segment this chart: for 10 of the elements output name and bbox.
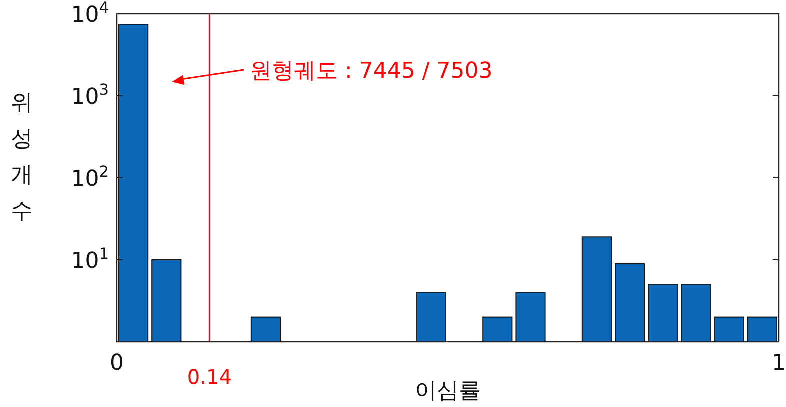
y-tick-label: 10$^{1}$ (71, 245, 109, 274)
annotation: 원형궤도 : 7445 / 7503 (250, 59, 493, 84)
y-axis-title: 위성개수 (11, 91, 33, 224)
y-tick-label: 10$^{3}$ (71, 81, 109, 110)
y-tick-label: 10$^{4}$ (71, 0, 109, 28)
x-tick-label: 1 (772, 351, 786, 376)
y-tick-label: 10$^{2}$ (71, 163, 109, 192)
ref-line-label: 0.14 (187, 365, 232, 389)
x-axis-title: 이심률 (415, 379, 481, 404)
x-tick-label: 0 (110, 351, 124, 376)
